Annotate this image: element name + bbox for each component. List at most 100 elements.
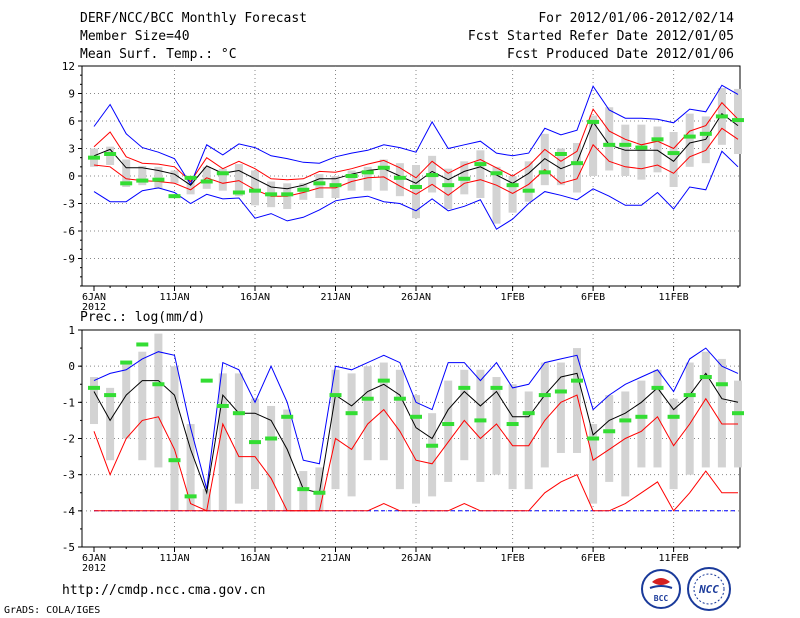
temp-box bbox=[492, 166, 501, 224]
temp-upper-line bbox=[93, 101, 739, 183]
footer-url[interactable]: http://cmdp.ncc.cma.gov.cn bbox=[62, 583, 266, 598]
temp-x-tick-label: 1FEB bbox=[501, 292, 525, 303]
member-size: Member Size=40 bbox=[80, 29, 190, 44]
prec-lower-line bbox=[94, 470, 738, 512]
temp-obs-marker bbox=[120, 181, 133, 186]
prec-obs-marker bbox=[377, 378, 390, 383]
temp-obs-marker bbox=[699, 131, 712, 136]
prec-obs-marker bbox=[571, 378, 583, 383]
temp-obs-marker bbox=[152, 177, 165, 182]
temp-obs-marker bbox=[200, 179, 213, 184]
temp-obs-marker bbox=[249, 188, 261, 193]
temp-box bbox=[524, 161, 533, 202]
forecast-produced-date: Fcst Produced Date 2012/01/06 bbox=[507, 47, 734, 62]
temp-box bbox=[218, 168, 227, 191]
prec-box bbox=[234, 373, 243, 504]
prec-box bbox=[460, 369, 469, 461]
prec-obs-marker bbox=[522, 411, 535, 416]
temp-box bbox=[508, 176, 517, 213]
prec-x-tick-label: 2012 bbox=[82, 563, 106, 574]
temp-y-tick-label: 9 bbox=[68, 88, 75, 101]
temp-box bbox=[363, 166, 372, 191]
temp-y-tick-label: 12 bbox=[62, 60, 75, 73]
prec-obs-marker bbox=[281, 414, 294, 419]
prec-obs-marker bbox=[249, 440, 261, 445]
temp-box bbox=[412, 165, 420, 219]
prec-box bbox=[637, 380, 646, 468]
prec-box bbox=[717, 358, 726, 468]
temp-box bbox=[122, 159, 131, 187]
prec-obs-marker bbox=[442, 422, 455, 427]
prec-y-tick-label: -1 bbox=[62, 396, 75, 409]
temp-max-line bbox=[93, 84, 739, 186]
prec-x-tick-label: 6FEB bbox=[581, 553, 605, 564]
ncc-logo: NCC bbox=[686, 566, 732, 612]
temp-obs-marker bbox=[216, 171, 229, 176]
temp-x-tick-label: 11JAN bbox=[159, 292, 189, 303]
temp-box bbox=[669, 132, 678, 187]
temp-x-tick-label: 6JAN bbox=[82, 292, 106, 303]
temp-obs-marker bbox=[715, 114, 728, 119]
prec-x-tick-label: 6JAN bbox=[82, 553, 106, 564]
prec-obs-marker bbox=[458, 385, 471, 390]
prec-box bbox=[122, 362, 131, 439]
temp-obs-marker bbox=[490, 171, 503, 176]
prec-obs-marker bbox=[683, 393, 696, 398]
prec-mean-line bbox=[93, 372, 739, 495]
prec-obs-marker bbox=[200, 378, 213, 383]
temp-obs-marker bbox=[571, 161, 583, 166]
ncc-logo-graphic: NCC bbox=[687, 567, 731, 611]
temp-obs-marker bbox=[329, 183, 342, 188]
prec-box bbox=[395, 369, 404, 490]
prec-obs-marker bbox=[345, 411, 358, 416]
prec-box bbox=[412, 395, 420, 504]
temp-x-tick-label: 21JAN bbox=[320, 292, 350, 303]
prec-box bbox=[589, 424, 598, 504]
temp-obs-marker bbox=[377, 165, 390, 170]
temp-x-tick-label: 2012 bbox=[82, 302, 106, 313]
temp-obs-marker bbox=[651, 137, 664, 142]
temp-y-tick-label: -9 bbox=[62, 253, 75, 266]
prec-obs-marker bbox=[506, 422, 519, 427]
prec-x-tick-label: 21JAN bbox=[320, 553, 350, 564]
prec-obs-marker bbox=[699, 375, 712, 380]
prec-box bbox=[492, 377, 501, 475]
forecast-started-date: Fcst Started Refer Date 2012/01/05 bbox=[467, 29, 734, 44]
prec-obs-marker bbox=[410, 414, 422, 419]
prec-obs-marker bbox=[651, 385, 664, 390]
prec-obs-marker bbox=[474, 418, 487, 423]
temp-obs-marker bbox=[313, 181, 326, 186]
prec-obs-marker bbox=[297, 487, 310, 492]
temp-y-tick-label: 3 bbox=[68, 143, 75, 156]
temp-obs-marker bbox=[442, 183, 455, 188]
prec-obs-marker bbox=[265, 436, 278, 441]
temp-obs-marker bbox=[281, 192, 294, 197]
temp-x-tick-label: 16JAN bbox=[240, 292, 270, 303]
temp-box bbox=[653, 126, 662, 173]
prec-box bbox=[476, 369, 485, 482]
prec-obs-marker bbox=[168, 458, 181, 463]
bcc-logo: BCC bbox=[640, 568, 682, 610]
prec-box bbox=[218, 373, 227, 511]
temp-obs-marker bbox=[104, 152, 117, 156]
temp-box bbox=[186, 177, 195, 195]
prec-box bbox=[90, 377, 98, 425]
temp-obs-marker bbox=[393, 175, 406, 180]
bcc-logo-graphic: BCC bbox=[641, 569, 681, 609]
temp-obs-marker bbox=[538, 170, 551, 175]
prec-obs-marker bbox=[732, 411, 744, 416]
prec-box bbox=[186, 424, 195, 511]
temp-min-line bbox=[93, 150, 739, 230]
prec-obs-marker bbox=[538, 393, 551, 398]
temp-box bbox=[170, 170, 179, 184]
prec-x-tick-label: 16JAN bbox=[240, 553, 270, 564]
prec-box bbox=[315, 467, 324, 511]
prec-obs-marker bbox=[329, 393, 342, 398]
temp-obs-marker bbox=[522, 188, 535, 193]
prec-obs-marker bbox=[120, 360, 133, 365]
chart-title: DERF/NCC/BCC Monthly Forecast bbox=[80, 11, 307, 26]
temp-box bbox=[556, 148, 565, 186]
temp-box bbox=[315, 174, 324, 198]
temp-x-tick-label: 6FEB bbox=[581, 292, 605, 303]
